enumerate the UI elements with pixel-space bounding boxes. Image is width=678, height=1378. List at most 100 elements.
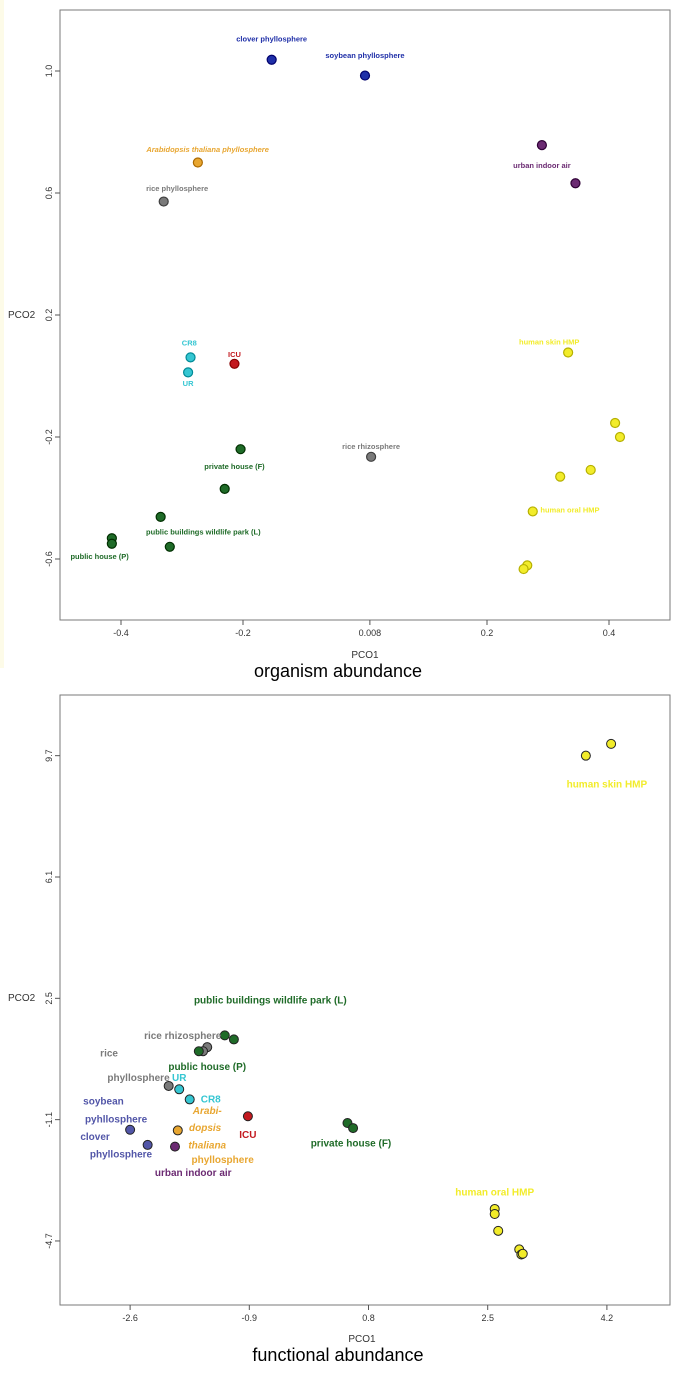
data-point [614, 431, 626, 443]
panel-caption: functional abundance [252, 1345, 423, 1365]
y-tick-label: 0.6 [44, 187, 54, 200]
data-point [184, 1094, 195, 1105]
data-point [106, 538, 117, 549]
data-point [163, 1080, 174, 1091]
data-label: private house (F) [311, 1139, 392, 1150]
data-label: CR8 [201, 1094, 221, 1105]
axes: -0.4 -0.2 0.008 0.2 0.4 -0.6 -0.2 0.2 0.6 1.0 [44, 65, 615, 638]
data-point [348, 1123, 359, 1134]
data-point [606, 738, 617, 749]
x-tick-label: 0.8 [362, 1313, 375, 1323]
data-label: rice [100, 1049, 118, 1060]
x-tick-label: 0.4 [603, 628, 616, 638]
data-point [183, 367, 194, 378]
y-tick-label: 6.1 [44, 871, 54, 884]
data-label: phyllosphere [90, 1150, 153, 1161]
y-tick-label: 9.7 [44, 749, 54, 762]
x-tick-label: -2.6 [122, 1313, 138, 1323]
y-axis-label: PCO2 [8, 993, 36, 1004]
data-label: clover [80, 1132, 110, 1143]
data-point [158, 196, 169, 207]
data-label: phyllosphere [192, 1155, 255, 1166]
data-point [266, 54, 277, 65]
data-point [235, 444, 246, 455]
data-label: public house (P) [70, 552, 129, 561]
data-label: dopsis [189, 1123, 222, 1134]
data-label: rice phyllosphere [146, 184, 208, 193]
x-axis-label: PCO1 [348, 1334, 376, 1345]
chart-organism-abundance: -0.4 -0.2 0.008 0.2 0.4 -0.6 -0.2 0.2 0.6 1.0 clo… [0, 0, 671, 681]
data-label: pyhllosphere [85, 1114, 148, 1125]
y-tick-label: 2.5 [44, 992, 54, 1005]
data-label: thaliana [188, 1141, 226, 1152]
data-point [219, 1030, 230, 1041]
data-point [609, 417, 621, 429]
data-point [585, 464, 596, 476]
data-point [185, 352, 196, 363]
y-tick-label: -1.1 [44, 1112, 54, 1128]
data-point [517, 1248, 528, 1259]
data-points [125, 738, 617, 1260]
x-axis-label: PCO1 [351, 650, 379, 661]
data-point [172, 1125, 183, 1136]
data-label: public buildings wildlife park (L) [194, 995, 347, 1006]
y-axis-label: PCO2 [8, 310, 36, 321]
data-label: human skin HMP [519, 337, 579, 346]
data-point [229, 358, 240, 369]
data-point [164, 541, 175, 552]
data-label: rice rhizosphere [342, 442, 400, 451]
panel-caption: organism abundance [254, 661, 422, 681]
data-label: ICU [239, 1130, 256, 1141]
x-tick-label: -0.4 [113, 628, 129, 638]
y-tick-label: 0.2 [44, 309, 54, 322]
data-point [570, 178, 581, 189]
data-label: human skin HMP [567, 780, 648, 791]
x-tick-label: 2.5 [481, 1313, 494, 1323]
data-label: human oral HMP [540, 505, 599, 514]
y-tick-label: -0.6 [44, 551, 54, 567]
data-point [155, 511, 166, 523]
data-label: CR8 [182, 339, 197, 348]
data-label: phyllosphere [107, 1073, 170, 1084]
point-labels: human skin HMP public buildings wildlife … [80, 780, 647, 1199]
data-label: soybean phyllosphere [325, 51, 404, 60]
data-label: Arabidopsis thaliana phyllosphere [145, 145, 269, 154]
data-point [518, 563, 529, 575]
data-point [366, 451, 377, 462]
x-tick-label: -0.9 [242, 1313, 258, 1323]
data-point [580, 750, 591, 761]
data-label: ICU [228, 350, 241, 359]
point-labels: clover phyllosphere soybean phyllosphere A… [70, 35, 599, 561]
data-point [493, 1225, 504, 1236]
data-points [106, 54, 626, 575]
data-point [242, 1111, 253, 1122]
data-point [169, 1141, 180, 1152]
plot-frame [59, 694, 671, 1306]
data-point [219, 483, 230, 494]
y-tick-label: -4.7 [44, 1233, 54, 1249]
data-point [359, 70, 371, 81]
data-label: urban indoor air [513, 161, 571, 170]
data-label: urban indoor air [155, 1168, 232, 1179]
data-label: UR [172, 1073, 187, 1084]
data-point [193, 1046, 204, 1057]
data-label: private house (F) [204, 462, 265, 471]
data-point [489, 1209, 500, 1220]
data-point [125, 1124, 136, 1135]
data-label: public buildings wildlife park (L) [146, 528, 261, 537]
data-point [174, 1084, 185, 1095]
data-point [228, 1034, 239, 1045]
data-label: UR [183, 379, 194, 388]
data-label: clover phyllosphere [236, 35, 307, 44]
axes: -2.6 -0.9 0.8 2.5 4.2 -4.7 -1.1 2.5 6.1 9.7 [44, 749, 613, 1323]
x-tick-label: 4.2 [601, 1313, 614, 1323]
data-label: human oral HMP [455, 1187, 534, 1198]
data-point [527, 506, 538, 517]
y-tick-label: -0.2 [44, 429, 54, 445]
data-label: public house (P) [168, 1062, 246, 1073]
x-tick-label: -0.2 [235, 628, 251, 638]
y-tick-label: 1.0 [44, 65, 54, 78]
data-point [563, 347, 574, 358]
x-tick-label: 0.2 [481, 628, 494, 638]
